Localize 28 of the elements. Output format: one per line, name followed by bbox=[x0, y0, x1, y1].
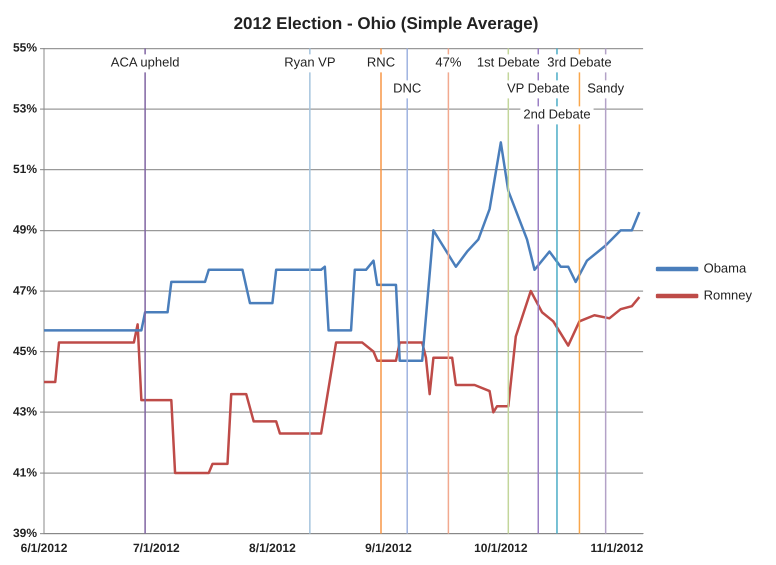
ref-line-label: Ryan VP bbox=[284, 54, 336, 70]
ref-line-label: 2nd Debate bbox=[523, 106, 591, 122]
ref-line-label: ACA upheld bbox=[110, 54, 180, 70]
x-tick-label: 10/1/2012 bbox=[474, 541, 528, 556]
ref-line-label: DNC bbox=[393, 80, 422, 96]
y-tick-label: 41% bbox=[12, 465, 38, 480]
ref-line-label: 1st Debate bbox=[476, 54, 540, 70]
x-tick-label: 7/1/2012 bbox=[132, 541, 180, 556]
ref-line-label: 47% bbox=[435, 54, 462, 70]
ref-line-label: Sandy bbox=[587, 80, 625, 96]
legend-label: Obama bbox=[704, 260, 747, 276]
y-tick-label: 53% bbox=[12, 101, 38, 116]
ref-line-label: RNC bbox=[366, 54, 396, 70]
y-tick-label: 51% bbox=[12, 162, 38, 176]
ref-line-label: VP Debate bbox=[506, 80, 570, 96]
x-tick-label: 11/1/2012 bbox=[590, 541, 644, 556]
legend-label: Romney bbox=[704, 288, 752, 303]
y-tick-label: 39% bbox=[12, 526, 38, 540]
y-tick-label: 55% bbox=[12, 40, 38, 55]
x-tick-label: 6/1/2012 bbox=[20, 541, 68, 556]
x-tick-label: 8/1/2012 bbox=[249, 541, 296, 556]
ref-line-label: 3rd Debate bbox=[547, 54, 612, 70]
x-tick-label: 9/1/2012 bbox=[365, 541, 412, 556]
chart-title: 2012 Election - Ohio (Simple Average) bbox=[234, 14, 538, 33]
y-tick-label: 47% bbox=[12, 283, 38, 298]
y-tick-label: 43% bbox=[12, 404, 38, 419]
y-tick-label: 45% bbox=[12, 344, 38, 358]
y-tick-label: 49% bbox=[12, 222, 38, 237]
